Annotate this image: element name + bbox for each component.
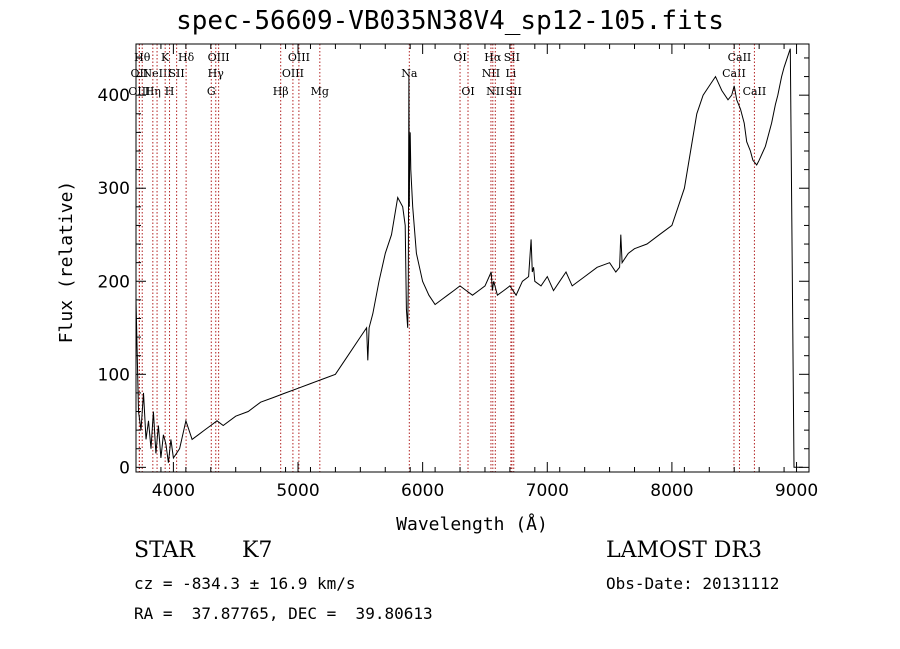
coordinates: RA = 37.87765, DEC = 39.80613 — [134, 604, 433, 623]
y-tick-label: 0 — [119, 458, 130, 478]
line-marker-label: SII — [169, 67, 185, 80]
x-tick-label: 5000 — [276, 481, 319, 501]
chart-title: spec-56609-VB035N38V4_sp12-105.fits — [176, 6, 724, 36]
line-marker-label: H — [165, 85, 175, 98]
observation-date: Obs-Date: 20131112 — [606, 574, 780, 593]
line-marker-label: CaII — [743, 85, 767, 98]
line-marker-label: SII — [506, 85, 522, 98]
line-marker-label: SII — [504, 51, 520, 64]
line-marker-label: NII — [482, 67, 500, 80]
x-tick-label: 6000 — [401, 481, 444, 501]
y-tick-label: 100 — [98, 365, 130, 385]
y-tick-label: 200 — [98, 272, 130, 292]
x-tick-label: 9000 — [775, 481, 818, 501]
line-marker-label: OI — [461, 85, 474, 98]
line-marker-label: K — [161, 51, 170, 64]
line-marker-label: Hδ — [178, 51, 195, 64]
line-marker-label: OIII — [282, 67, 304, 80]
line-marker-label: Hα — [484, 51, 502, 64]
survey-name: LAMOST DR3 — [606, 538, 762, 563]
axis-ticks: 4000 5000 6000 7000 8000 9000 0 100 200 300 400 — [98, 44, 818, 501]
x-tick-label: 4000 — [152, 481, 195, 501]
object-class: STAR — [134, 538, 195, 563]
line-marker-label: Hβ — [273, 85, 289, 98]
line-marker-label: OIII — [208, 51, 230, 64]
line-marker-label: Hθ — [134, 51, 151, 64]
line-marker-label: Mg — [311, 85, 329, 98]
line-marker-label: CaII — [728, 51, 752, 64]
line-marker-label: CaII — [722, 67, 746, 80]
line-marker-label: Hη — [145, 85, 161, 98]
plot-frame — [135, 43, 810, 473]
x-tick-label: 7000 — [526, 481, 569, 501]
y-tick-label: 300 — [98, 179, 130, 199]
y-tick-label: 400 — [98, 86, 130, 106]
flux-series-line — [135, 48, 803, 468]
line-marker-label: OIII — [288, 51, 310, 64]
x-tick-label: 8000 — [650, 481, 693, 501]
line-marker-label: Hγ — [208, 67, 225, 80]
line-marker-label: OI — [453, 51, 466, 64]
line-marker-label: NeIII — [142, 67, 171, 80]
line-marker-label: G — [207, 85, 216, 98]
line-marker-label: Na — [401, 67, 418, 80]
line-markers: HθOIIOIIIHηNeIIIKHSIIHδGHγOIIIHβOIIIOIII… — [128, 44, 766, 472]
line-marker-label: NII — [486, 85, 504, 98]
redshift-velocity: cz = -834.3 ± 16.9 km/s — [134, 574, 356, 593]
x-axis-label: Wavelength (Å) — [396, 513, 548, 535]
object-subclass: K7 — [242, 538, 273, 563]
y-axis-label: Flux (relative) — [56, 181, 77, 344]
line-marker-label: Li — [505, 67, 516, 80]
